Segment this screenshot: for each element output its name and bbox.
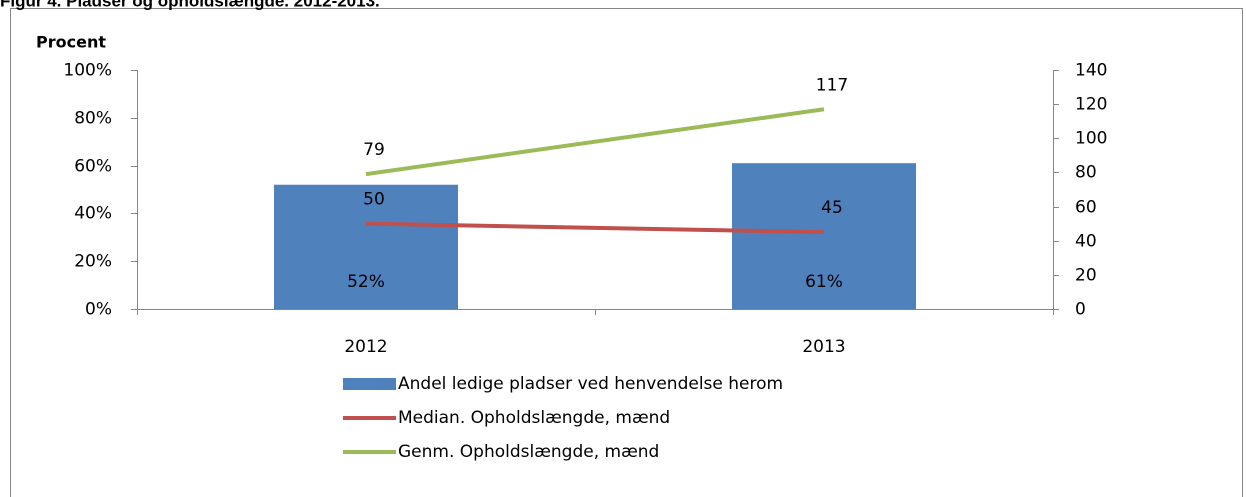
legend-label: Genm. Opholdslængde, mænd [398,442,659,462]
legend-label: Andel ledige pladser ved henvendelse her… [398,374,783,394]
line-value-label: 45 [821,198,843,218]
bar [274,184,458,309]
y-tick-label: 20% [74,252,112,272]
bar-value-label: 61% [805,272,843,292]
chart-frame [10,8,1243,497]
line-value-label: 117 [816,75,848,95]
y-tick-label: 100% [63,61,112,81]
line-value-label: 50 [363,190,385,210]
bar-value-label: 52% [347,272,385,292]
y2-tick-label: 120 [1075,95,1107,115]
x-tick-label: 2013 [802,337,845,357]
line [365,221,825,235]
legend-label: Median. Opholdslængde, mænd [398,408,670,428]
y-tick-label: 80% [74,109,112,129]
y2-tick-label: 0 [1075,300,1086,320]
y-tick-label: 60% [74,157,112,177]
y2-tick-label: 100 [1075,129,1107,149]
y2-tick-label: 140 [1075,61,1107,81]
y2-tick-label: 80 [1075,163,1097,183]
legend-swatch [343,378,396,390]
chart-title: Figur 4. Pladser og opholdslængde. 2012-… [0,0,380,10]
y2-tick-label: 20 [1075,266,1097,286]
x-tick-label: 2012 [344,337,387,357]
y-tick-label: 0% [85,300,112,320]
y2-tick-label: 60 [1075,198,1097,218]
y-axis-label: Procent [36,33,106,52]
y-tick-label: 40% [74,204,112,224]
bar [732,163,916,309]
y2-tick-label: 40 [1075,232,1097,252]
line-value-label: 79 [363,140,385,160]
line [365,107,825,177]
